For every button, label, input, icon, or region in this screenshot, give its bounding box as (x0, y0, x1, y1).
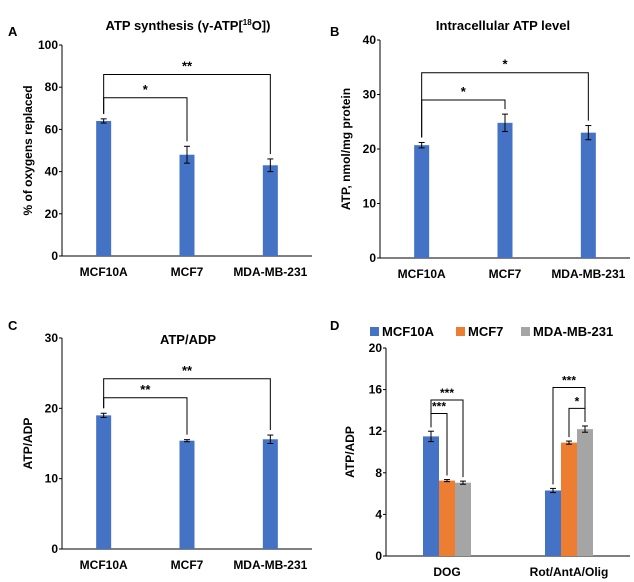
panel-d-bar (545, 490, 561, 556)
panel-a-significance-bracket (103, 74, 271, 154)
panel-c-significance-bracket (103, 378, 271, 431)
panel-a-y-label: % of oxygens replaced (21, 85, 35, 215)
panel-d-legend-label: MDA-MB-231 (533, 324, 613, 339)
panel-d-bar (455, 482, 471, 556)
panel-d-y-tick-label: 16 (369, 383, 383, 397)
panel-b-bar (497, 122, 513, 258)
panel-a-bar (179, 154, 195, 256)
panel-d-significance-label: *** (562, 374, 576, 388)
panel-c-bar (262, 439, 278, 549)
panel-d-bar (439, 480, 455, 556)
panel-a-y-tick-label: 80 (45, 80, 59, 94)
panel-a-y-tick-label: 0 (51, 249, 58, 263)
panel-d-legend-swatch (521, 327, 530, 336)
panel-a-x-tick-label: MDA-MB-231 (233, 265, 307, 279)
panel-b-significance-label: * (502, 57, 508, 72)
panel-a-bar (262, 165, 278, 256)
panel-b-y-label: ATP, nmol/mg protein (339, 88, 353, 210)
panel-d-bar (577, 429, 593, 556)
panel-d-legend-label: MCF10A (382, 324, 435, 339)
panel-c-significance-label: ** (140, 382, 151, 397)
panel-a-y-tick-label: 100 (38, 38, 58, 52)
panel-d-legend: MCF10A MCF7 MDA-MB-231 (370, 324, 613, 339)
panel-b-x-tick-label: MCF10A (398, 267, 446, 281)
panel-d-significance-bracket (430, 399, 464, 478)
panel-b-title: Intracellular ATP level (436, 18, 570, 33)
panel-a-significance-label: * (143, 82, 149, 97)
panel-c-y-tick-label: 30 (45, 331, 59, 345)
panel-d-significance-label: *** (440, 386, 454, 400)
panel-c-bar (96, 415, 112, 549)
panel-d-x-tick-label: Rot/AntA/Olig (530, 565, 609, 579)
panel-b-y-tick-label: 0 (369, 251, 376, 265)
panel-d-bar (561, 442, 577, 556)
panel-b: B Intracellular ATP level 0 10 20 30 40 ATP, … (330, 18, 630, 281)
panel-b-significance-label: * (461, 84, 467, 99)
panel-a-letter: A (8, 24, 18, 39)
panel-d-legend-label: MCF7 (468, 324, 503, 339)
panel-c-y-tick-label: 20 (45, 401, 59, 415)
panel-a-y-tick-label: 40 (45, 165, 59, 179)
panel-d-y-tick-label: 8 (375, 466, 382, 480)
panel-a-significance-label: ** (182, 59, 193, 74)
panel-d-significance-label: *** (432, 400, 446, 414)
panel-d-y-tick-label: 4 (375, 507, 382, 521)
panel-b-y-tick-label: 40 (363, 33, 377, 47)
panel-c-title: ATP/ADP (160, 332, 216, 347)
panel-c-y-tick-label: 0 (51, 542, 58, 556)
panel-c-x-tick-label: MDA-MB-231 (233, 558, 307, 572)
panel-b-x-tick-label: MCF7 (489, 267, 522, 281)
panel-c-x-tick-label: MCF10A (80, 558, 128, 572)
panel-c-x-tick-label: MCF7 (171, 558, 204, 572)
panel-b-significance-bracket (421, 72, 589, 138)
panel-d-significance-label: * (575, 394, 580, 408)
panel-d-significance-bracket (552, 387, 586, 485)
panel-b-y-tick-label: 20 (363, 142, 377, 156)
panel-b-y-tick-label: 10 (363, 197, 377, 211)
panel-d-y-tick-label: 20 (369, 341, 383, 355)
panel-b-bar (580, 132, 596, 258)
panel-c-bar (179, 440, 195, 549)
panel-a-bar (96, 120, 112, 257)
panel-b-bar (414, 145, 430, 258)
panel-a: A ATP synthesis (γ-ATP[18O]) 0 20 40 60 80 10… (8, 18, 312, 279)
panel-d-significance-bracket (568, 407, 586, 438)
panel-d: D MCF10A MCF7 MDA-MB-231 0 4 8 12 16 20 ATP/ADP D… (330, 318, 630, 579)
panel-c-y-tick-label: 10 (45, 472, 59, 486)
panel-d-legend-swatch (456, 327, 465, 336)
panel-d-letter: D (330, 318, 339, 333)
panel-d-x-tick-label: DOG (433, 565, 460, 579)
panel-a-title: ATP synthesis (γ-ATP[18O]) (106, 18, 271, 33)
panel-b-y-tick-label: 30 (363, 88, 377, 102)
panel-d-y-tick-label: 12 (369, 424, 383, 438)
panel-c-significance-label: ** (182, 363, 193, 378)
panel-b-letter: B (330, 24, 339, 39)
panel-a-x-tick-label: MCF7 (171, 265, 204, 279)
panel-d-legend-swatch (370, 327, 379, 336)
panel-a-y-tick-label: 60 (45, 122, 59, 136)
panel-d-y-tick-label: 0 (375, 549, 382, 563)
panel-c-y-label: ATP/ADP (21, 418, 35, 470)
panel-c: C ATP/ADP 0 10 20 30 ATP/ADP MCF10A MCF7 MDA-MB… (8, 318, 312, 572)
panel-a-y-tick-label: 20 (45, 207, 59, 221)
panel-c-letter: C (8, 318, 18, 333)
panel-d-bar (423, 436, 439, 556)
panel-a-x-tick-label: MCF10A (80, 265, 128, 279)
panel-d-y-label: ATP/ADP (343, 426, 357, 478)
panel-b-x-tick-label: MDA-MB-231 (551, 267, 625, 281)
